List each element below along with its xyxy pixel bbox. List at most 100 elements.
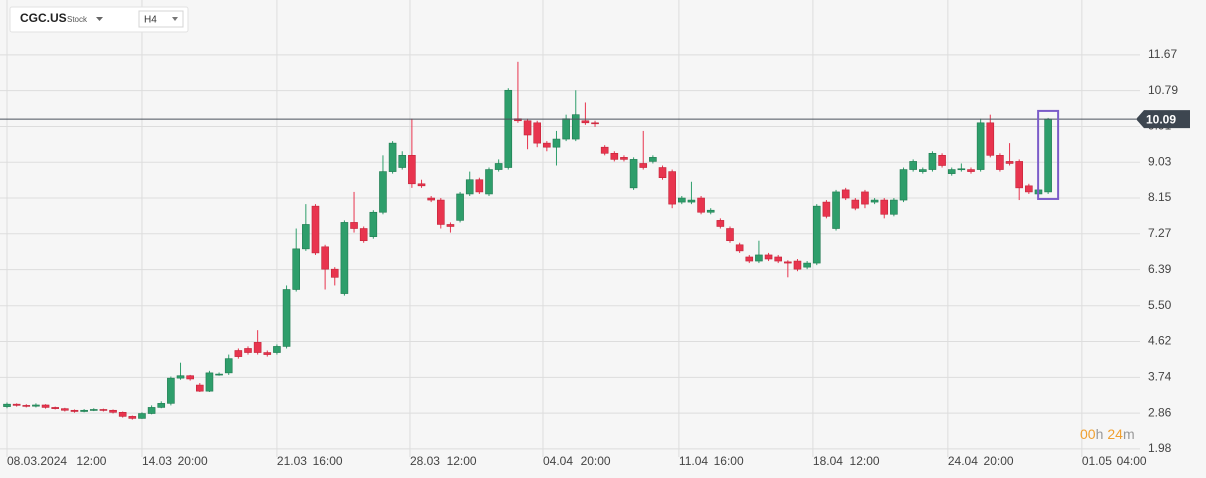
candle-body (224, 358, 233, 374)
candle-body (147, 407, 156, 414)
candle-body (138, 413, 146, 419)
timeframe-select[interactable] (138, 10, 184, 28)
x-tick-label: 12:00 (447, 454, 477, 468)
candle-body (388, 142, 397, 172)
x-tick-label: 20:00 (984, 454, 1014, 468)
candle-body (658, 167, 667, 178)
candle-body (533, 122, 542, 144)
x-tick-label: 20:00 (581, 454, 611, 468)
candle-body (947, 169, 956, 174)
candle-body (408, 155, 416, 185)
timer-m: m (1123, 426, 1135, 442)
candle-body (571, 114, 580, 140)
x-tick-label: 01.05 (1082, 454, 1112, 468)
x-tick-label: 04.04 (543, 454, 573, 468)
candle-body (494, 163, 503, 170)
y-tick-label: 3.74 (1148, 370, 1172, 384)
candle-body (157, 403, 166, 408)
candle-body (793, 260, 802, 270)
candle-body (861, 191, 869, 205)
candle-body (976, 122, 985, 170)
candle-body (330, 268, 339, 278)
timeframe-caret[interactable] (172, 17, 178, 21)
x-tick-label: 12:00 (76, 454, 106, 468)
candle-body (620, 157, 628, 160)
candle-body (745, 256, 754, 262)
candle-body (282, 289, 291, 347)
candle-body (832, 191, 840, 229)
candle-body (350, 222, 358, 229)
candle-body (234, 350, 243, 357)
candle-body (485, 169, 493, 195)
candle-body (61, 408, 69, 411)
y-tick-label: 1.98 (1148, 441, 1172, 455)
candle-body (109, 409, 117, 413)
x-tick-label: 04:00 (1117, 454, 1147, 468)
candle-body (1044, 118, 1052, 193)
timer-h: h (1096, 426, 1104, 442)
candle-body (639, 163, 648, 168)
candle-body (591, 122, 599, 125)
overlay: 10.09 (0, 109, 1190, 200)
candle-body (186, 375, 194, 380)
candle-body (764, 254, 773, 260)
candle-body (446, 224, 455, 227)
y-tick-label: 7.27 (1148, 226, 1172, 240)
candle-body (456, 193, 464, 221)
candle-body (706, 209, 715, 213)
candle-body (774, 256, 783, 262)
candle-body (475, 179, 484, 193)
candle-body (253, 342, 262, 353)
candle-body (1025, 185, 1033, 193)
y-tick-label: 9.03 (1148, 154, 1172, 168)
candle-body (726, 228, 734, 242)
timer-minutes: 24 (1107, 426, 1123, 442)
candle-body (176, 375, 185, 379)
candle-body (12, 403, 21, 406)
y-tick-label: 5.50 (1148, 298, 1172, 312)
x-tick-label: 20:00 (178, 454, 208, 468)
candle-body (928, 152, 937, 170)
candle-body (880, 199, 889, 215)
candle-body (273, 346, 281, 353)
instrument-panel[interactable]: CGC.US Stock H4 (9, 6, 189, 33)
x-tick-label: 28.03 (410, 454, 440, 468)
x-tick-label: 24.04 (948, 454, 978, 468)
candle-body (302, 224, 310, 250)
candle-body (562, 118, 570, 140)
candle-body (967, 169, 975, 172)
candle-body (909, 161, 917, 170)
candle-body (427, 197, 435, 201)
candle-body (581, 120, 590, 124)
candle-body (89, 409, 98, 411)
candle-body (851, 199, 860, 209)
y-tick-label: 4.62 (1148, 334, 1172, 348)
candle-body (716, 220, 725, 227)
candle-body (99, 409, 108, 411)
candle-body (321, 246, 329, 270)
candle-body (841, 189, 850, 199)
last-price-tag (1136, 110, 1190, 129)
candle-body (1015, 161, 1024, 189)
timer-hours: 00 (1080, 426, 1096, 442)
candle-body (22, 405, 31, 407)
grid: 1.982.863.744.625.506.397.278.159.039.91… (0, 0, 1178, 468)
candle-body (340, 222, 349, 294)
candle-body (523, 120, 532, 136)
candle-body (196, 384, 204, 392)
candle-body (668, 171, 676, 205)
candle-body (80, 409, 88, 412)
candle-body (890, 199, 898, 215)
candle-body (1005, 161, 1014, 164)
candle-body (465, 179, 474, 195)
candle-body (51, 407, 60, 409)
x-tick-label: 11.04 (679, 454, 708, 468)
candle-body (379, 171, 387, 213)
candle-body (552, 138, 561, 148)
candle-body (687, 199, 696, 203)
candle-body (822, 201, 831, 217)
dropdown-caret[interactable] (96, 17, 103, 21)
candle-body (957, 168, 966, 171)
x-tick-label: 21.03 (277, 454, 307, 468)
